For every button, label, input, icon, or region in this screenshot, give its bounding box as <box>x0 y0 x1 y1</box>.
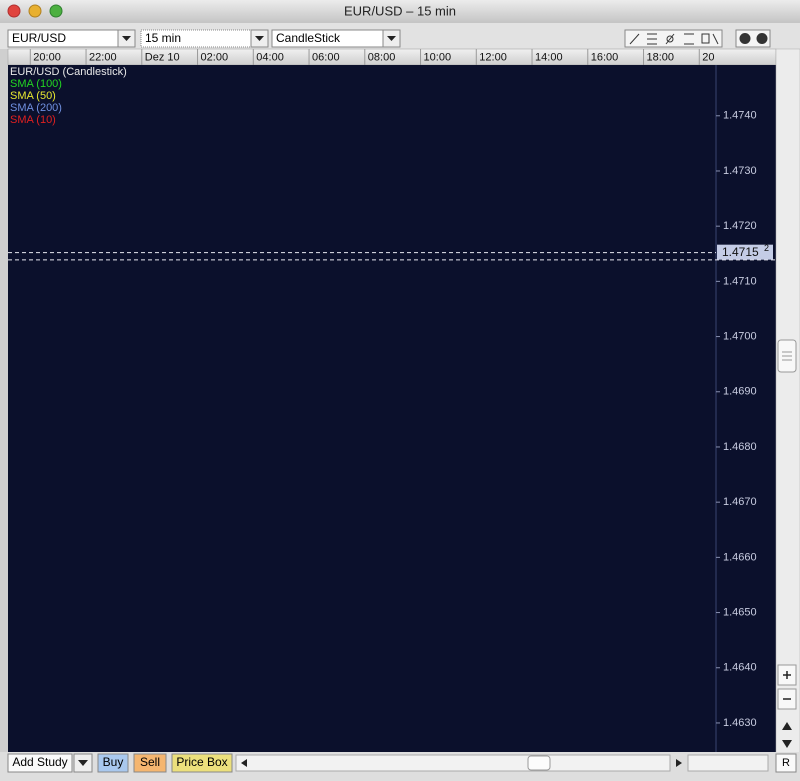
close-button[interactable] <box>7 4 21 18</box>
x-tick-label: 04:00 <box>256 51 284 63</box>
legend-entry: SMA (100) <box>10 78 62 90</box>
add-study-label: Add Study <box>12 755 67 769</box>
price-label-box <box>717 244 773 260</box>
title-bar <box>0 0 800 23</box>
zoom-in-tool[interactable] <box>739 33 751 44</box>
price-box-button[interactable] <box>171 753 233 773</box>
legend-entry: SMA (200) <box>10 102 62 114</box>
price-label-sup: 2 <box>764 243 769 253</box>
y-tick-label: 1.4630 <box>723 717 757 729</box>
reset-label: R <box>782 757 790 769</box>
symbol-value: EUR/USD <box>12 31 66 45</box>
price-axis <box>716 65 776 752</box>
arrow-icon <box>255 36 264 41</box>
horizontal-scrollbar[interactable] <box>235 754 671 772</box>
vertical-scrollbar[interactable] <box>775 48 800 754</box>
h-scroll-thumb[interactable] <box>527 755 551 771</box>
plot-area <box>8 65 716 752</box>
scroll-left[interactable] <box>241 759 247 767</box>
y-tick-label: 1.4730 <box>723 165 757 177</box>
style-value: CandleStick <box>276 31 341 45</box>
y-tick-label: 1.4720 <box>723 220 757 232</box>
arrow-icon <box>122 36 131 41</box>
scroll-up[interactable] <box>782 722 792 730</box>
y-tick-label: 1.4740 <box>723 110 757 122</box>
y-tick-label: 1.4690 <box>723 386 757 398</box>
drawing-tools <box>624 29 771 48</box>
y-tick-label: 1.4660 <box>723 551 757 563</box>
buy-label: Buy <box>103 755 124 769</box>
x-tick-label: 16:00 <box>591 51 619 63</box>
scroll-down[interactable] <box>782 740 792 748</box>
x-tick-label: 20:00 <box>33 51 61 63</box>
arrow-icon <box>387 36 396 41</box>
y-tick-label: 1.4640 <box>723 662 757 674</box>
legend-entry: SMA (10) <box>10 114 56 126</box>
zoom-slider[interactable] <box>687 754 769 772</box>
x-tick-label: 12:00 <box>479 51 507 63</box>
legend-entry: SMA (50) <box>10 90 56 102</box>
y-tick-label: 1.4650 <box>723 606 757 618</box>
sell-label: Sell <box>140 755 160 769</box>
x-tick-label: 06:00 <box>312 51 340 63</box>
price-label: 1.4715 <box>722 245 759 259</box>
x-tick-label: 18:00 <box>647 51 675 63</box>
price-box-label: Price Box <box>176 755 227 769</box>
minimize-button[interactable] <box>28 4 42 18</box>
window-title: EUR/USD – 15 min <box>344 3 456 18</box>
x-tick-label: 14:00 <box>535 51 563 63</box>
reset-button[interactable] <box>775 753 797 773</box>
sell-button[interactable] <box>133 753 167 773</box>
x-tick-label: 20 <box>702 51 714 63</box>
x-tick-label: 10:00 <box>424 51 452 63</box>
x-tick-label: Dez 10 <box>145 51 180 63</box>
y-tick-label: 1.4700 <box>723 330 757 342</box>
line-tool[interactable] <box>629 33 640 45</box>
x-tick-label: 22:00 <box>89 51 117 63</box>
y-tick-label: 1.4710 <box>723 275 757 287</box>
buy-button[interactable] <box>97 753 129 773</box>
zoom-out-tool[interactable] <box>756 33 768 44</box>
zoom-button[interactable] <box>49 4 63 18</box>
scroll-right[interactable] <box>676 759 682 767</box>
y-tick-label: 1.4670 <box>723 496 757 508</box>
legend-title: EUR/USD (Candlestick) <box>10 66 127 78</box>
text-tool[interactable] <box>701 33 710 44</box>
chart-frame <box>0 49 8 753</box>
x-tick-label: 02:00 <box>201 51 229 63</box>
fib-tool[interactable] <box>665 33 675 45</box>
interval-value: 15 min <box>145 31 181 45</box>
y-tick-label: 1.4680 <box>723 441 757 453</box>
add-study-button[interactable] <box>7 753 73 773</box>
x-tick-label: 08:00 <box>368 51 396 63</box>
